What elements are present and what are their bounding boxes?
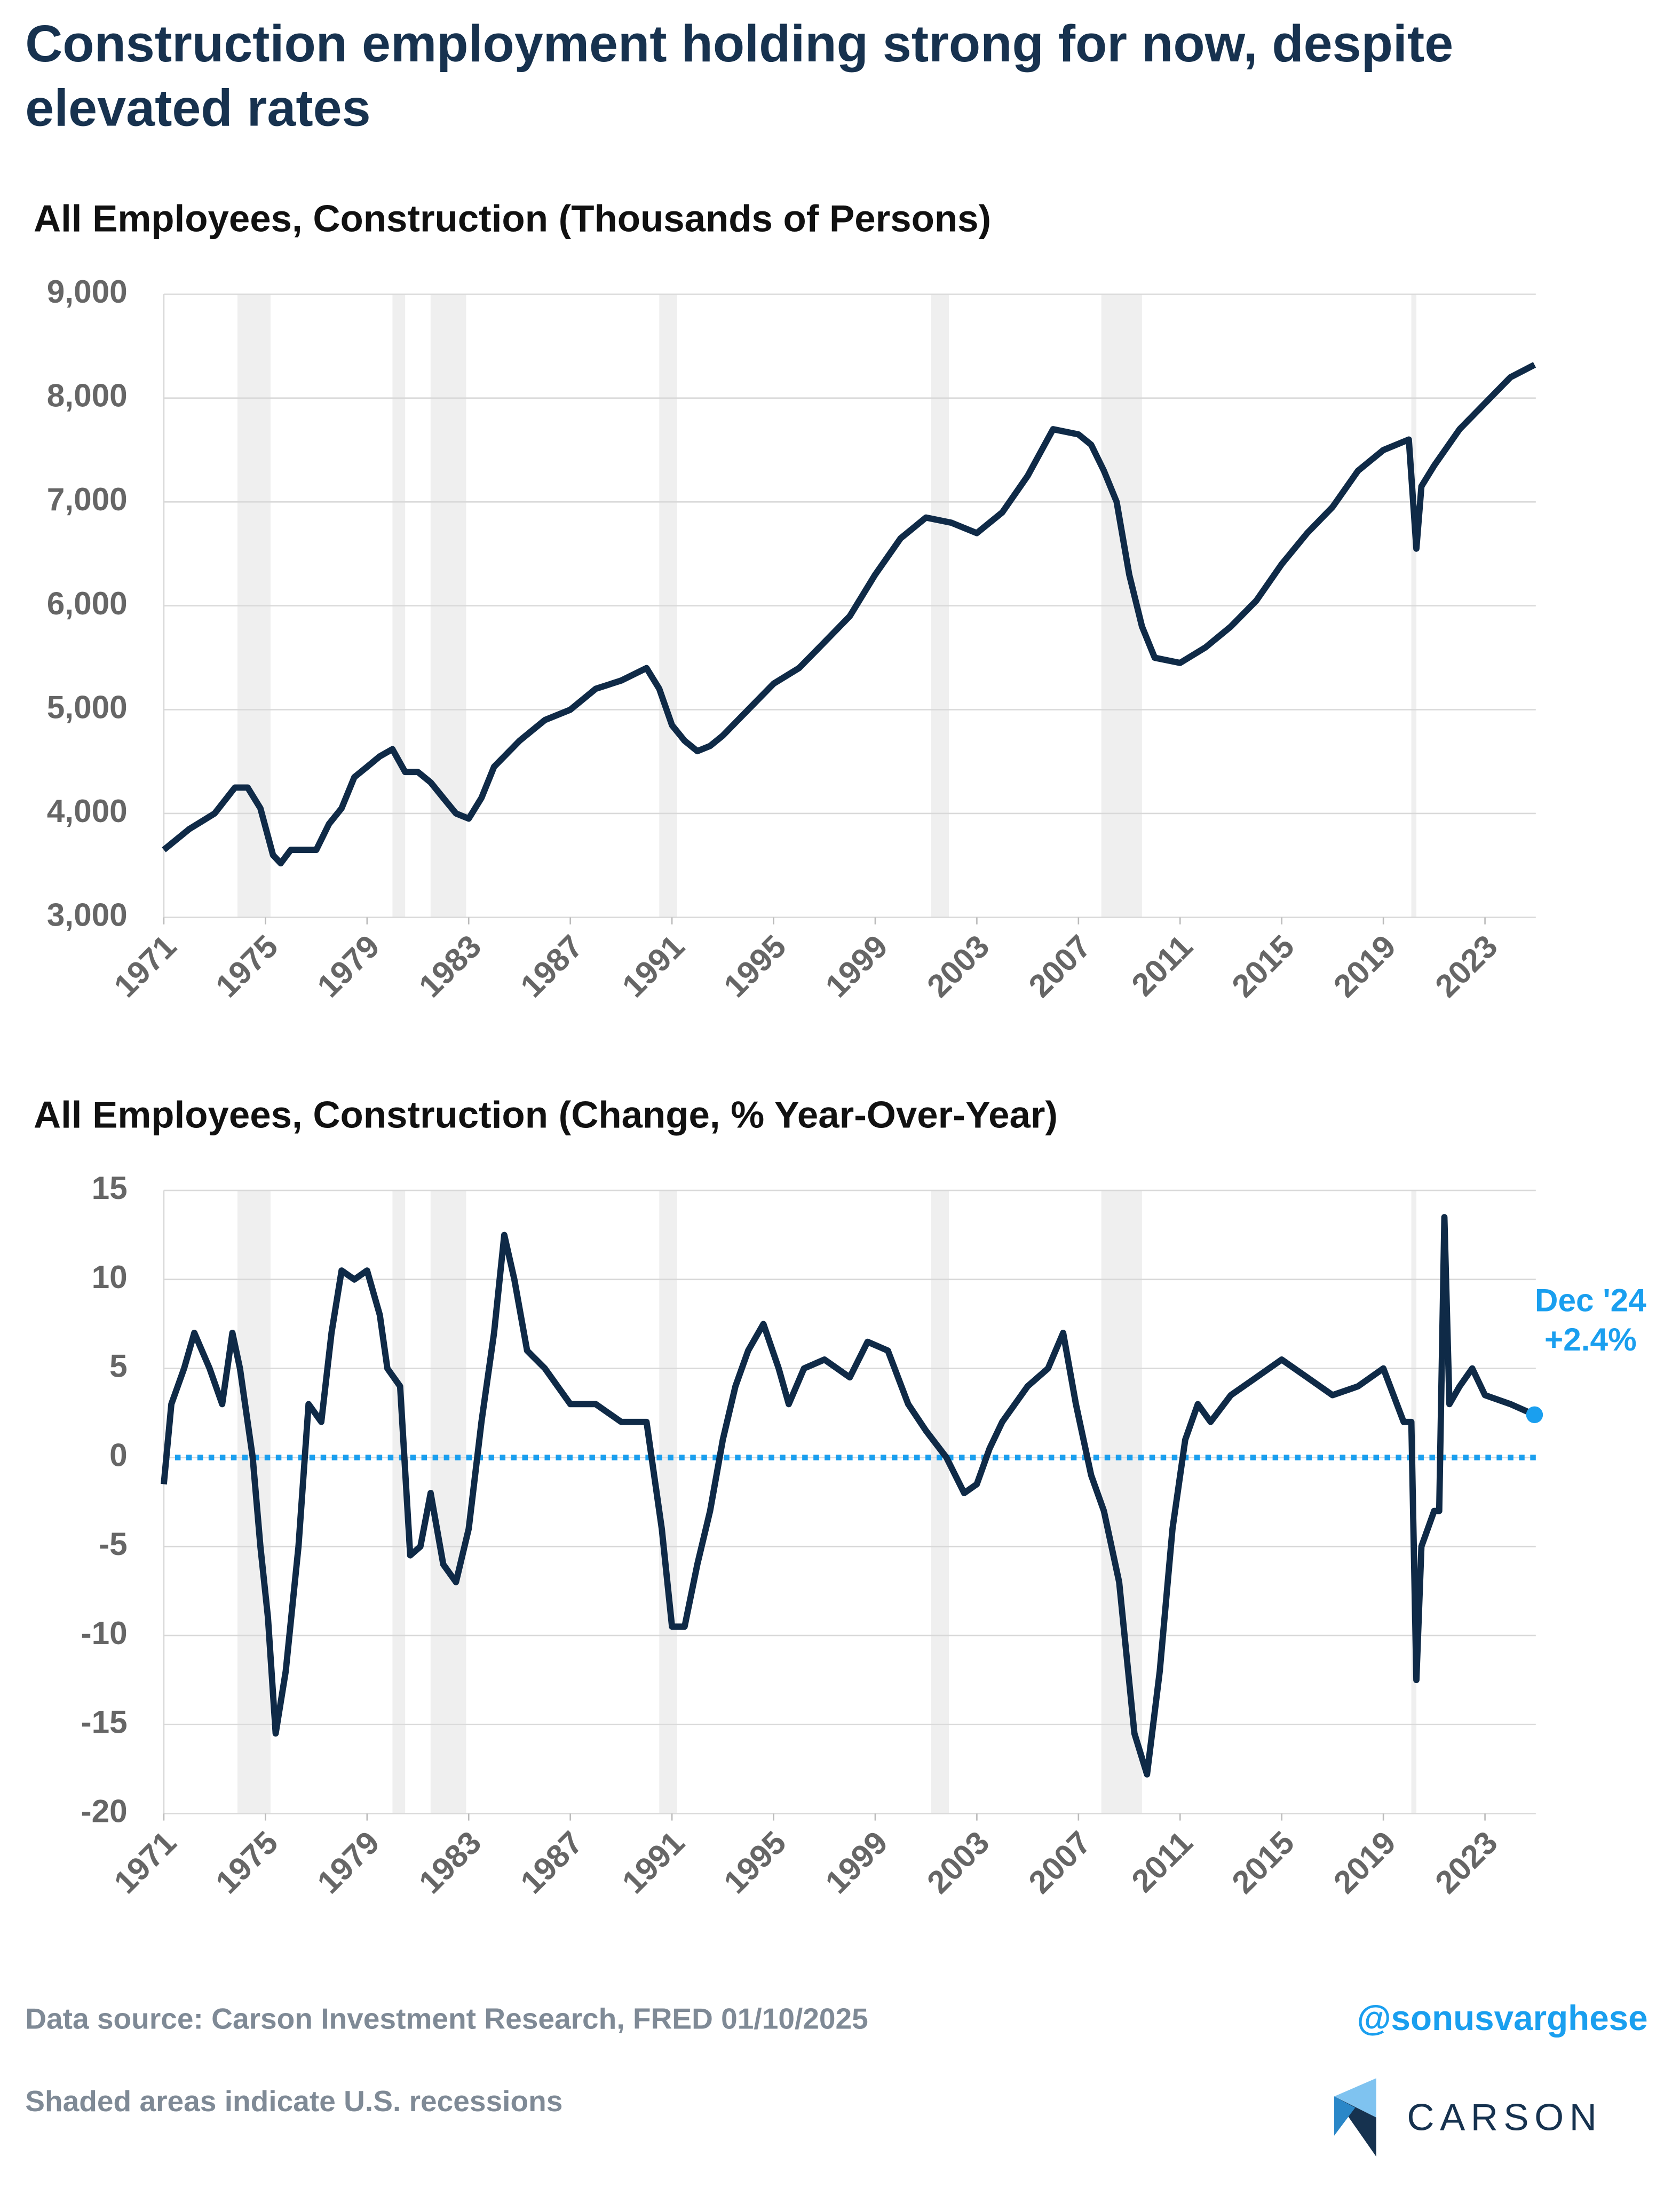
recession-shade [931,1190,949,1814]
recession-shade [1101,1190,1142,1814]
x-tick-label: 2023 [1428,1824,1504,1900]
x-tick-label: 2003 [920,928,996,1004]
last-point [1526,1406,1543,1424]
x-tick-label: 1975 [209,928,285,1004]
y-tick-label: -5 [99,1526,128,1562]
x-tick-label: 1999 [818,928,894,1004]
y-tick-label: 3,000 [47,896,128,933]
x-tick-label: 2019 [1326,1824,1402,1900]
x-tick-label: 1979 [310,1824,386,1900]
data-line [162,362,1536,867]
x-tick-label: 1971 [107,1824,183,1900]
recession-shade [659,1190,677,1814]
recession-shade [392,1190,406,1814]
value-label: +2.4% [1544,1321,1637,1357]
x-tick-label: 2015 [1225,1824,1301,1900]
y-tick-label: 10 [92,1259,128,1295]
chart-title: All Employees, Construction (Change, % Y… [34,1094,1058,1136]
x-tick-label: 2003 [920,1824,996,1900]
x-tick-label: 1975 [209,1824,285,1900]
x-tick-label: 2011 [1124,928,1200,1003]
x-tick-label: 1991 [615,928,691,1004]
brand: CARSON [1407,2097,1602,2139]
x-tick-label: 1999 [818,1824,894,1900]
x-tick-label: 1987 [513,928,590,1004]
x-tick-label: 1983 [411,928,488,1004]
note: Shaded areas indicate U.S. recessions [25,2084,562,2118]
recession-shade [430,1190,466,1814]
x-tick-label: 1987 [513,1824,590,1900]
y-tick-label: 4,000 [47,793,128,829]
title: Construction employment holding strong f… [25,14,1453,73]
y-tick-label: 5,000 [47,689,128,725]
annotation: Dec '24 [1535,1282,1646,1318]
x-tick-label: 1991 [615,1824,691,1900]
y-tick-label: -15 [81,1704,128,1740]
y-tick-label: 9,000 [47,273,128,310]
x-tick-label: 2019 [1326,928,1402,1004]
chart-title: All Employees, Construction (Thousands o… [34,198,991,240]
x-tick-label: 1979 [310,928,386,1004]
y-tick-label: 0 [109,1436,128,1473]
handle: @sonusvarghese [1357,1999,1648,2038]
logo-shape [1334,2078,1376,2118]
title: elevated rates [25,79,370,137]
x-tick-label: 1995 [717,1824,793,1900]
y-tick-label: 6,000 [47,585,128,621]
x-tick-label: 1971 [107,928,183,1004]
source: Data source: Carson Investment Research,… [25,2002,868,2035]
x-tick-label: 2007 [1021,928,1098,1004]
x-tick-label: 2023 [1428,928,1504,1004]
y-tick-label: 15 [92,1170,128,1206]
y-tick-label: 8,000 [47,377,128,414]
y-tick-label: 5 [109,1348,128,1384]
logo-shape [1334,2096,1356,2136]
logo: CARSON [1334,2078,1602,2157]
x-tick-label: 2011 [1124,1824,1200,1899]
y-tick-label: -10 [81,1615,128,1651]
x-tick-label: 2015 [1225,928,1301,1004]
y-tick-label: -20 [81,1793,128,1829]
y-tick-label: 7,000 [47,481,128,517]
x-tick-label: 2007 [1021,1824,1098,1900]
x-tick-label: 1995 [717,928,793,1004]
x-tick-label: 1983 [411,1824,488,1900]
data-line [161,1214,1536,1778]
